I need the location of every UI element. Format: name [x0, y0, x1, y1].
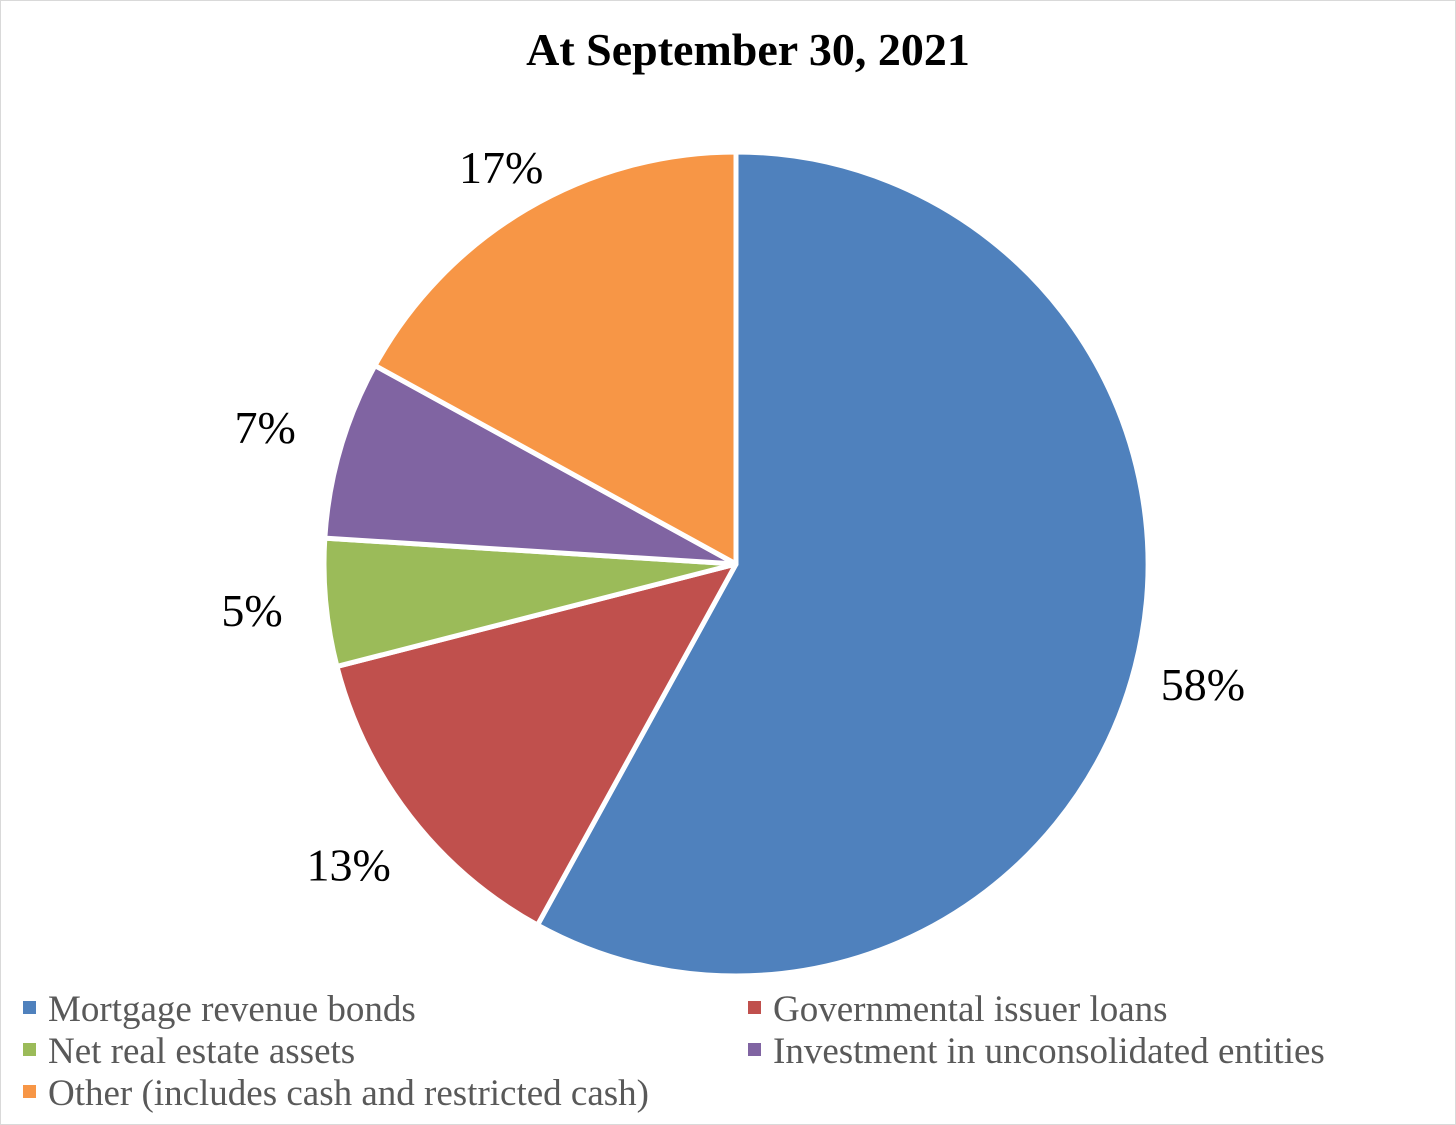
pie-slices	[321, 149, 1151, 979]
pie-slice	[372, 149, 739, 567]
legend-item: Other (includes cash and restricted cash…	[23, 1073, 649, 1114]
data-labels: 58% 13% 5% 7% 17%	[221, 142, 1245, 891]
legend-swatch	[23, 1043, 36, 1056]
legend-label: Other (includes cash and restricted cash…	[48, 1073, 649, 1114]
legend-swatch	[23, 1085, 36, 1098]
data-label: 17%	[459, 142, 543, 193]
data-label: 13%	[306, 839, 390, 890]
data-label: 7%	[235, 402, 296, 453]
legend-label: Mortgage revenue bonds	[48, 989, 416, 1030]
data-label: 5%	[221, 585, 282, 636]
pie-slice	[334, 561, 739, 928]
legend-item: Investment in unconsolidated entities	[748, 1031, 1325, 1072]
legend: Mortgage revenue bonds Governmental issue…	[23, 989, 1325, 1114]
legend-item: Net real estate assets	[23, 1031, 355, 1072]
legend-item: Mortgage revenue bonds	[23, 989, 416, 1030]
legend-swatch	[748, 1043, 761, 1056]
chart-title: At September 30, 2021	[526, 24, 970, 75]
legend-item: Governmental issuer loans	[748, 989, 1168, 1030]
pie-slice	[322, 363, 739, 567]
data-label: 58%	[1161, 659, 1245, 710]
legend-label: Governmental issuer loans	[773, 989, 1168, 1030]
pie-slice	[535, 149, 1151, 979]
legend-swatch	[748, 1001, 761, 1014]
legend-swatch	[23, 1001, 36, 1014]
legend-label: Net real estate assets	[48, 1031, 355, 1072]
legend-label: Investment in unconsolidated entities	[773, 1031, 1325, 1072]
